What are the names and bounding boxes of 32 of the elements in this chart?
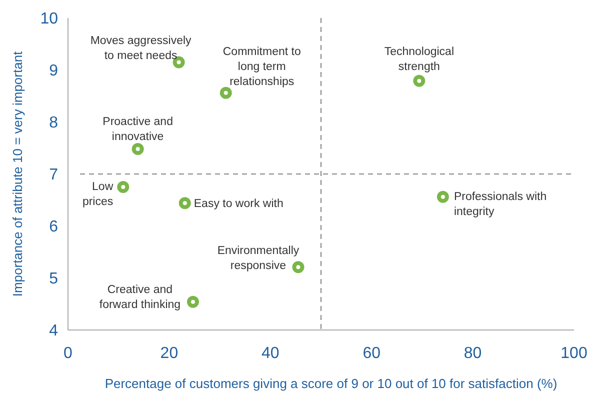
x-tick-label: 40 bbox=[262, 345, 280, 362]
y-tick-label: 5 bbox=[49, 270, 58, 288]
point bbox=[220, 86, 232, 99]
point bbox=[132, 143, 144, 156]
x-tick-label: 0 bbox=[64, 345, 73, 362]
y-axis-title: Importance of attribute 10 = very important bbox=[10, 50, 25, 297]
annotation: Professionals with integrity bbox=[454, 190, 547, 218]
annotation: Easy to work with bbox=[194, 198, 284, 210]
point bbox=[436, 190, 449, 203]
y-tick-label: 6 bbox=[49, 218, 58, 236]
point bbox=[292, 261, 304, 274]
point bbox=[178, 197, 191, 210]
point bbox=[413, 74, 426, 87]
x-tick-label: 60 bbox=[362, 345, 381, 362]
x-tick-label: 80 bbox=[464, 345, 482, 362]
annotation: Creative and forward thinking bbox=[99, 284, 181, 311]
annotation: Low prices bbox=[82, 181, 114, 208]
y-tick-label: 9 bbox=[49, 62, 58, 80]
annotation: Technological strength bbox=[384, 46, 454, 73]
annotation: Environmentally responsive bbox=[217, 245, 300, 272]
x-axis-title: Percentage of customers giving a score of 9 or 10 out of 10 for satisfaction (%) bbox=[104, 376, 558, 391]
point bbox=[186, 296, 199, 308]
y-tick-label: 8 bbox=[49, 114, 58, 132]
x-tick-label: 20 bbox=[160, 345, 178, 362]
annotation: Moves aggressively to meet needs bbox=[90, 35, 192, 62]
annotation: Proactive and innovative bbox=[102, 116, 173, 144]
point bbox=[117, 181, 130, 193]
y-tick-label: 7 bbox=[49, 166, 58, 184]
x-tick-label: 100 bbox=[560, 345, 588, 362]
y-tick-label: 10 bbox=[40, 10, 58, 28]
annotation: Commitment to long term relationships bbox=[222, 46, 301, 88]
y-tick-label: 4 bbox=[49, 322, 58, 340]
